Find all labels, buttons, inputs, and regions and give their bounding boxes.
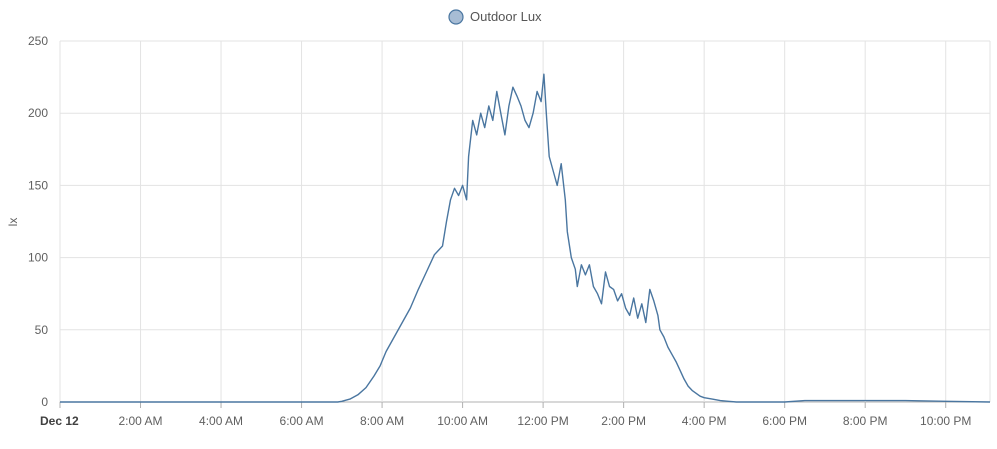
y-tick-label: 0 bbox=[41, 395, 48, 409]
x-tick-label: 8:00 AM bbox=[360, 414, 404, 428]
x-tick-label: 12:00 PM bbox=[517, 414, 568, 428]
x-tick-label: 8:00 PM bbox=[843, 414, 888, 428]
x-tick-label: 10:00 PM bbox=[920, 414, 971, 428]
y-tick-label: 50 bbox=[35, 323, 49, 337]
x-tick-label: 6:00 PM bbox=[762, 414, 807, 428]
x-tick-label: 2:00 PM bbox=[601, 414, 646, 428]
legend[interactable]: Outdoor Lux bbox=[448, 9, 542, 25]
grid bbox=[59, 40, 991, 403]
x-tick-label: 4:00 PM bbox=[682, 414, 727, 428]
y-tick-label: 150 bbox=[28, 178, 48, 192]
legend-marker-icon[interactable] bbox=[448, 9, 464, 25]
x-tick-label: 6:00 AM bbox=[280, 414, 324, 428]
y-axis: 0 50 100 150 200 250 bbox=[28, 34, 48, 409]
x-tick-label: 4:00 AM bbox=[199, 414, 243, 428]
x-tick-label: 2:00 AM bbox=[119, 414, 163, 428]
legend-label-outdoor-lux[interactable]: Outdoor Lux bbox=[470, 9, 542, 24]
x-tick-label: 10:00 AM bbox=[437, 414, 488, 428]
x-axis: Dec 12 2:00 AM 4:00 AM 6:00 AM 8:00 AM 10:00 … bbox=[40, 402, 971, 428]
y-axis-title: lx bbox=[6, 218, 20, 227]
y-tick-label: 250 bbox=[28, 34, 48, 48]
y-tick-label: 200 bbox=[28, 106, 48, 120]
y-tick-label: 100 bbox=[28, 251, 48, 265]
x-tick-label: Dec 12 bbox=[40, 414, 79, 428]
series-line-outdoor-lux[interactable] bbox=[60, 73, 991, 403]
